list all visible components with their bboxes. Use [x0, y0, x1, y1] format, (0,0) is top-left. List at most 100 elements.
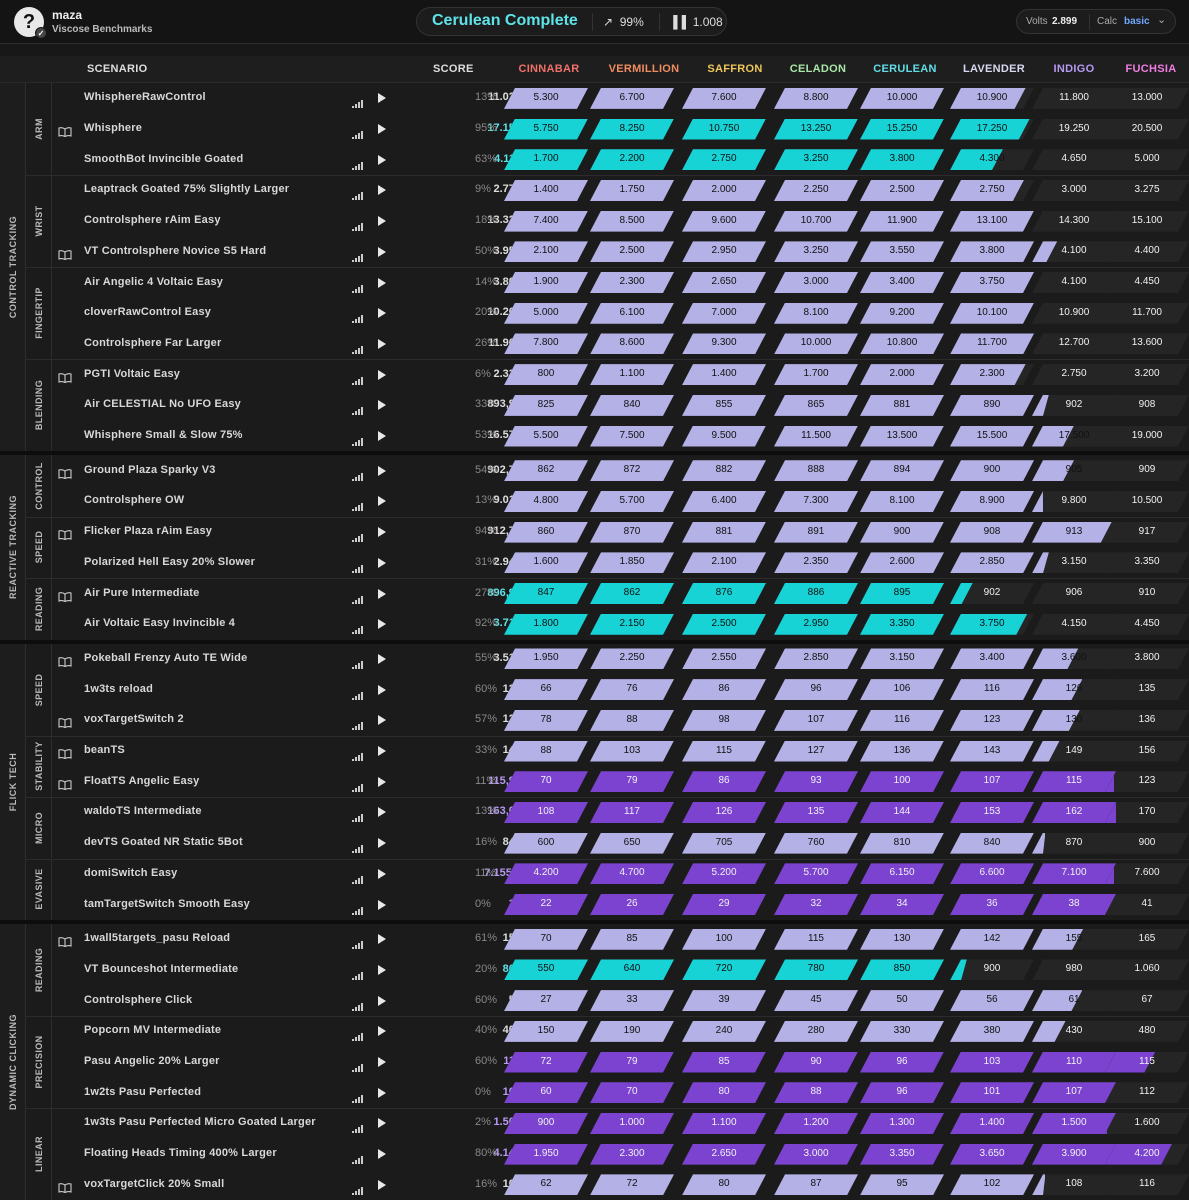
book-icon[interactable]: [58, 370, 72, 383]
leaderboard-icon[interactable]: [352, 936, 364, 950]
scenario-name[interactable]: SmoothBot Invincible Goated: [84, 152, 244, 165]
leaderboard-icon[interactable]: [352, 157, 364, 170]
play-icon[interactable]: [378, 1057, 386, 1068]
book-icon[interactable]: [58, 247, 72, 260]
leaderboard-icon[interactable]: [352, 341, 364, 354]
scenario-name[interactable]: FloatTS Angelic Easy: [84, 774, 200, 787]
leaderboard-icon[interactable]: [352, 1120, 364, 1134]
calc-select[interactable]: basic: [1124, 16, 1150, 27]
play-icon[interactable]: [378, 995, 386, 1006]
scenario-name[interactable]: Pokeball Frenzy Auto TE Wide: [84, 651, 248, 664]
play-icon[interactable]: [378, 868, 386, 879]
book-icon[interactable]: [58, 654, 72, 668]
play-icon[interactable]: [378, 807, 386, 818]
play-icon[interactable]: [378, 684, 386, 695]
scenario-name[interactable]: Pasu Angelic 20% Larger: [84, 1055, 220, 1068]
play-icon[interactable]: [378, 185, 386, 196]
book-icon[interactable]: [58, 746, 72, 760]
scenario-name[interactable]: PGTI Voltaic Easy: [84, 367, 181, 380]
leaderboard-icon[interactable]: [352, 717, 364, 731]
play-icon[interactable]: [378, 715, 386, 726]
scenario-name[interactable]: 1w2ts Pasu Perfected: [84, 1085, 202, 1098]
leaderboard-icon[interactable]: [352, 1182, 364, 1195]
scenario-name[interactable]: Polarized Hell Easy 20% Slower: [84, 555, 256, 568]
play-icon[interactable]: [378, 1087, 386, 1098]
scenario-name[interactable]: Whisphere: [84, 122, 143, 135]
scenario-name[interactable]: voxTargetSwitch 2: [84, 713, 184, 726]
leaderboard-icon[interactable]: [352, 1151, 364, 1165]
play-icon[interactable]: [378, 216, 386, 227]
scenario-name[interactable]: Popcorn MV Intermediate: [84, 1024, 222, 1037]
scenario-name[interactable]: Controlsphere Far Larger: [84, 336, 222, 349]
book-icon[interactable]: [58, 466, 72, 479]
leaderboard-icon[interactable]: [352, 126, 364, 140]
play-icon[interactable]: [378, 431, 386, 442]
leaderboard-icon[interactable]: [352, 402, 364, 416]
leaderboard-icon[interactable]: [352, 187, 364, 201]
play-icon[interactable]: [378, 496, 386, 507]
scenario-name[interactable]: Controlsphere Click: [84, 993, 193, 1006]
book-icon[interactable]: [58, 1180, 72, 1193]
play-icon[interactable]: [378, 653, 386, 664]
scenario-name[interactable]: cloverRawControl Easy: [84, 306, 212, 319]
scenario-name[interactable]: voxTargetClick 20% Small: [84, 1177, 225, 1190]
scenario-name[interactable]: Air Angelic 4 Voltaic Easy: [84, 275, 224, 288]
help-avatar-icon[interactable]: ? ✓: [14, 7, 47, 39]
scenario-name[interactable]: devTS Goated NR Static 5Bot: [84, 836, 243, 849]
scenario-name[interactable]: VT Controlsphere Novice S5 Hard: [84, 244, 267, 257]
play-icon[interactable]: [378, 369, 386, 380]
leaderboard-icon[interactable]: [352, 310, 364, 324]
play-icon[interactable]: [378, 1149, 386, 1160]
play-icon[interactable]: [378, 277, 386, 288]
leaderboard-icon[interactable]: [352, 591, 364, 604]
leaderboard-icon[interactable]: [352, 95, 364, 109]
play-icon[interactable]: [378, 964, 386, 975]
leaderboard-icon[interactable]: [352, 1059, 364, 1073]
leaderboard-icon[interactable]: [352, 529, 364, 543]
scenario-name[interactable]: Air Pure Intermediate: [84, 586, 200, 599]
play-icon[interactable]: [378, 1179, 386, 1190]
scenario-name[interactable]: Controlsphere OW: [84, 494, 185, 507]
play-icon[interactable]: [378, 746, 386, 757]
play-icon[interactable]: [378, 557, 386, 568]
username[interactable]: maza: [52, 8, 83, 22]
scenario-name[interactable]: 1w3ts reload: [84, 682, 154, 695]
scenario-name[interactable]: beanTS: [84, 744, 125, 757]
leaderboard-icon[interactable]: [352, 621, 364, 635]
scenario-name[interactable]: domiSwitch Easy: [84, 866, 178, 879]
play-icon[interactable]: [378, 1118, 386, 1129]
scenario-name[interactable]: WhisphereRawControl: [84, 91, 206, 104]
play-icon[interactable]: [378, 934, 386, 945]
book-icon[interactable]: [58, 589, 72, 602]
leaderboard-icon[interactable]: [352, 779, 364, 792]
play-icon[interactable]: [378, 338, 386, 349]
scenario-name[interactable]: Whisphere Small & Slow 75%: [84, 429, 243, 442]
play-icon[interactable]: [378, 308, 386, 319]
play-icon[interactable]: [378, 1026, 386, 1037]
book-icon[interactable]: [58, 527, 72, 541]
play-icon[interactable]: [378, 619, 386, 630]
scenario-header[interactable]: SCENARIO: [87, 63, 148, 75]
leaderboard-icon[interactable]: [352, 1028, 364, 1042]
play-icon[interactable]: [378, 246, 386, 257]
scenario-name[interactable]: 1wall5targets_pasu Reload: [84, 932, 231, 945]
score-header[interactable]: SCORE: [433, 63, 474, 75]
leaderboard-icon[interactable]: [352, 218, 364, 232]
leaderboard-icon[interactable]: [352, 840, 364, 854]
play-icon[interactable]: [378, 93, 386, 104]
leaderboard-icon[interactable]: [352, 433, 364, 447]
play-icon[interactable]: [378, 465, 386, 476]
play-icon[interactable]: [378, 588, 386, 599]
book-icon[interactable]: [58, 715, 72, 729]
scenario-name[interactable]: Air Voltaic Easy Invincible 4: [84, 617, 236, 630]
scenario-name[interactable]: Leaptrack Goated 75% Slightly Larger: [84, 183, 290, 196]
leaderboard-icon[interactable]: [352, 249, 364, 262]
play-icon[interactable]: [378, 154, 386, 165]
scenario-name[interactable]: Ground Plaza Sparky V3: [84, 463, 216, 476]
scenario-name[interactable]: Controlsphere rAim Easy: [84, 214, 221, 227]
play-icon[interactable]: [378, 838, 386, 849]
play-icon[interactable]: [378, 124, 386, 135]
leaderboard-icon[interactable]: [352, 871, 364, 884]
scenario-name[interactable]: waldoTS Intermediate: [84, 805, 202, 818]
chevron-down-icon[interactable]: ⌄: [1157, 14, 1167, 26]
